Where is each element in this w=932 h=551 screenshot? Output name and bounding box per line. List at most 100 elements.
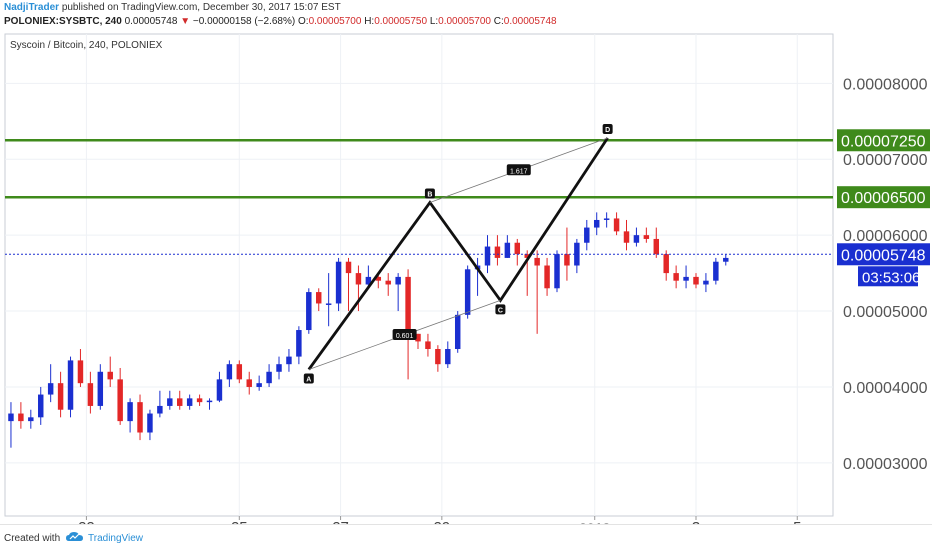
candle-body	[613, 218, 620, 232]
ohlc-line: POLONIEX:SYSBTC, 240 0.00005748 ▼ −0.000…	[4, 16, 557, 27]
ratio-badge	[392, 328, 417, 340]
candle-body	[385, 280, 391, 285]
candle-body	[445, 349, 451, 365]
candle-body	[77, 360, 84, 384]
pattern-point-badge	[303, 373, 314, 384]
pattern-point-label: A	[306, 377, 311, 384]
candle-body	[137, 402, 143, 433]
current-price-badge	[837, 243, 930, 266]
chart-title: Syscoin / Bitcoin, 240, POLONIEX	[10, 40, 163, 51]
candle-body	[534, 257, 540, 266]
y-tick-label: 0.00003000	[843, 456, 928, 473]
price-chart[interactable]: 0.00008000 0.00007000 0.00006000 0.00005000…	[0, 0, 932, 524]
candle-body	[226, 364, 233, 380]
candle-body	[683, 276, 689, 281]
candle-body	[653, 238, 660, 255]
y-tick-label: 0.00005000	[843, 304, 928, 321]
candle-body	[236, 364, 243, 380]
horizontal-level-label: 0.00006500	[841, 190, 926, 207]
candle-body	[196, 398, 203, 403]
y-tick-label: 0.00007000	[843, 152, 928, 169]
candle-body	[97, 371, 104, 406]
y-tick-label: 0.00006000	[843, 228, 928, 245]
close-label: C:	[493, 16, 504, 27]
horizontal-level-label: 0.00007250	[841, 133, 926, 150]
candle-body	[38, 394, 44, 418]
candle-body	[693, 276, 699, 285]
candle-body	[554, 254, 560, 289]
candle-body	[514, 242, 521, 255]
open-label: O:	[298, 16, 309, 27]
candle-body	[206, 400, 213, 403]
candle-body	[395, 276, 401, 285]
candle-body	[633, 235, 640, 243]
candle-body	[375, 276, 382, 281]
candle-body	[157, 405, 163, 414]
candle-body	[286, 356, 292, 365]
candle-body	[266, 371, 272, 384]
candle-body	[593, 219, 600, 228]
candle-body	[524, 254, 530, 258]
candle-body	[276, 364, 282, 372]
x-tick-label: 22	[78, 519, 95, 524]
candle-body	[484, 246, 491, 266]
candle-body	[405, 276, 411, 334]
candle-body	[703, 280, 709, 285]
candle-body	[574, 242, 580, 266]
high-value: 0.00005750	[374, 16, 428, 27]
ratio-label: 0.601	[396, 333, 414, 340]
candle-body	[365, 276, 372, 285]
pattern-point-label: B	[427, 192, 432, 199]
candle-body	[28, 417, 34, 422]
candle-body	[355, 273, 362, 285]
symbol-label: POLONIEX:SYSBTC, 240	[4, 16, 122, 27]
candle-body	[494, 246, 501, 258]
y-tick-label: 0.00004000	[843, 380, 928, 397]
x-tick-label: 3	[692, 519, 700, 524]
pattern-leg-line[interactable]	[307, 137, 609, 371]
candle-body	[127, 402, 133, 422]
created-with-label: Created with	[4, 533, 61, 544]
candle-body	[454, 314, 461, 350]
candle-body	[345, 261, 352, 274]
candle-body	[623, 231, 630, 243]
candle-body	[713, 261, 719, 281]
low-label: L:	[429, 16, 439, 27]
down-triangle-icon: ▼	[180, 16, 191, 27]
candle-body	[663, 254, 669, 274]
ratio-badge	[506, 164, 531, 176]
chart-info-header: NadjiTrader published on TradingView.com…	[0, 0, 932, 32]
candle-body	[643, 235, 650, 239]
candle-body	[673, 273, 679, 281]
candle-body	[147, 413, 153, 433]
price-change: −0.00000158 (−2.68%)	[192, 16, 296, 27]
tradingview-brand[interactable]: TradingView	[88, 533, 144, 544]
candle-body	[57, 383, 64, 410]
candle-body	[464, 269, 471, 315]
x-tick-label: 5	[793, 519, 801, 524]
candle-body	[306, 292, 312, 331]
candle-body	[723, 257, 729, 262]
candle-body	[296, 330, 302, 357]
countdown-badge	[858, 266, 918, 287]
candle-body	[8, 413, 14, 422]
candle-body	[584, 227, 590, 243]
pattern-point-label: D	[605, 127, 610, 134]
pattern-point-badge	[424, 188, 435, 199]
candle-body	[216, 379, 223, 401]
plot-area	[4, 33, 834, 517]
candle-body	[167, 398, 173, 406]
publish-info: published on TradingView.com, December 3…	[61, 2, 341, 13]
candle-body	[415, 333, 421, 342]
x-tick-label: 29	[433, 519, 450, 524]
author-link[interactable]: NadjiTrader	[4, 2, 60, 13]
candle-body	[47, 383, 54, 395]
candle-body	[67, 360, 74, 410]
ratio-label: 1.617	[510, 168, 528, 175]
pattern-point-badge	[495, 304, 506, 315]
y-tick-label: 0.00008000	[843, 76, 928, 93]
candle-body	[18, 413, 24, 422]
candle-body	[504, 242, 511, 258]
publish-line: NadjiTrader published on TradingView.com…	[4, 2, 341, 13]
low-value: 0.00005700	[438, 16, 491, 27]
